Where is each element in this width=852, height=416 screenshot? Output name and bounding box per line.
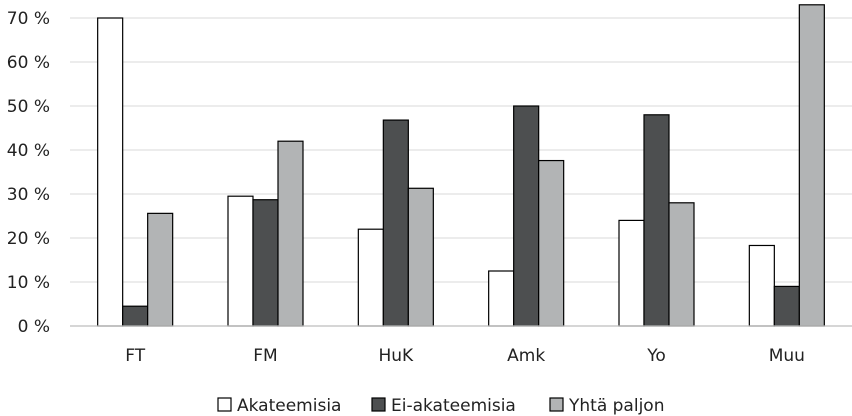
y-tick-label: 20 % xyxy=(7,229,50,249)
bar-yht-paljon-muu xyxy=(798,4,825,327)
x-axis-categories: FT FM HuK Amk Yo Muu xyxy=(125,346,805,366)
bar-akateemisia-huk xyxy=(357,228,384,327)
y-tick-label: 50 % xyxy=(7,97,50,117)
bar-ei-akateemisia-huk xyxy=(382,119,409,327)
bar-ei-akateemisia-yo xyxy=(643,114,670,327)
bar-akateemisia-yo xyxy=(618,219,645,327)
gridlines xyxy=(70,17,852,283)
y-tick-label: 10 % xyxy=(7,273,50,293)
legend-label: Akateemisia xyxy=(237,396,341,416)
bar-yht-paljon-fm xyxy=(277,140,304,327)
bar-akateemisia-amk xyxy=(488,270,515,327)
y-axis-ticks: 0 % 10 % 20 % 30 % 40 % 50 % 60 % 70 % xyxy=(7,9,50,337)
legend-swatch xyxy=(371,397,386,412)
bar-akateemisia-muu xyxy=(748,244,775,327)
x-category-label: FM xyxy=(253,346,277,366)
y-tick-label: 40 % xyxy=(7,141,50,161)
x-category-label: HuK xyxy=(378,346,414,366)
x-category-label: Muu xyxy=(769,346,805,366)
bar-yht-paljon-amk xyxy=(538,159,565,327)
bar-akateemisia-ft xyxy=(97,17,124,327)
y-tick-label: 70 % xyxy=(7,9,50,29)
x-category-label: FT xyxy=(125,346,145,366)
x-category-label: Yo xyxy=(646,346,666,366)
bar-ei-akateemisia-ft xyxy=(122,305,149,327)
bar-ei-akateemisia-muu xyxy=(773,285,800,327)
legend-label: Yhtä paljon xyxy=(568,396,664,416)
legend-swatch xyxy=(549,397,564,412)
legend-label: Ei-akateemisia xyxy=(391,396,516,416)
bar-yht-paljon-yo xyxy=(668,202,695,327)
bar-ei-akateemisia-amk xyxy=(513,105,540,327)
x-category-label: Amk xyxy=(507,346,545,366)
bar-ei-akateemisia-fm xyxy=(252,199,279,327)
bar-yht-paljon-huk xyxy=(407,187,434,327)
y-tick-label: 30 % xyxy=(7,185,50,205)
bar-yht-paljon-ft xyxy=(147,212,174,327)
y-tick-label: 60 % xyxy=(7,53,50,73)
bar-akateemisia-fm xyxy=(227,195,254,327)
y-tick-label: 0 % xyxy=(18,317,50,337)
legend-swatch xyxy=(217,397,232,412)
bars xyxy=(97,4,825,327)
legend: Akateemisia Ei-akateemisia Yhtä paljon xyxy=(217,396,664,416)
